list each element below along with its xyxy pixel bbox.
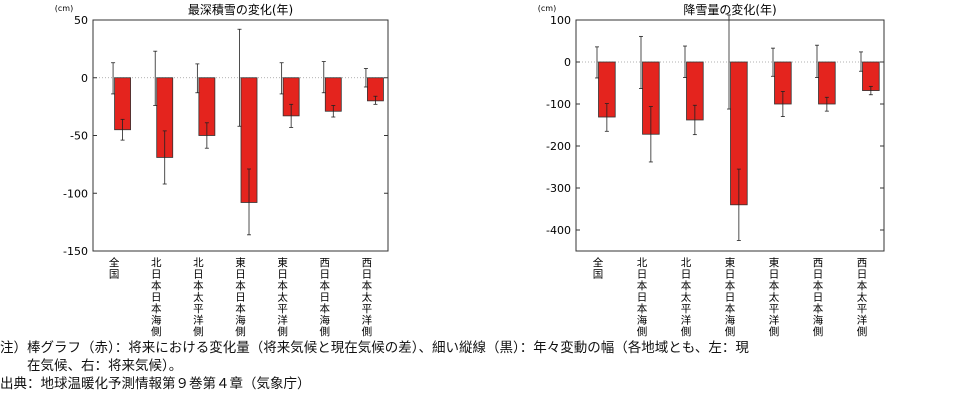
chart-2: 降雪量の変化(年) (cm)100 0 -100 -200 -300 -400 全国 北日本日本… [538, 2, 885, 338]
y-tick-label: 50 [74, 14, 88, 27]
category-label: 西日本日本海側 [320, 257, 331, 338]
category-label: 東日本日本海側 [235, 256, 246, 338]
source-line: 出典：地球温暖化予測情報第９巻第４章（気象庁） [0, 376, 311, 392]
category-label: 北日本日本海側 [637, 257, 648, 338]
y-tick-label: -150 [63, 245, 88, 258]
figure-notes: 注）棒グラフ（赤）：将来における変化量（将来気候と現在気候の差）、細い縦線（黒）… [0, 339, 956, 393]
chart-title: 降雪量の変化(年) [683, 2, 776, 17]
y-tick-label: -50 [70, 130, 88, 143]
y-unit-label: (cm) [538, 4, 556, 13]
y-tick-label: -200 [546, 140, 571, 153]
plot-frame [575, 19, 885, 252]
y-unit-label: (cm) [55, 4, 73, 13]
category-label: 北日本太平洋側 [193, 257, 204, 338]
category-label: 西日本太平洋側 [857, 257, 868, 338]
y-tick-label: 0 [564, 56, 571, 69]
chart-1: 最深積雪の変化(年) (cm)50 0 -50 -100 -150 全国 北日本日本海側 北日本… [55, 2, 389, 338]
category-label: 東日本太平洋側 [769, 256, 780, 338]
charts-area: 最深積雪の変化(年)(cm)500-50-100-150全国北日本日本海側北日本… [55, 2, 885, 338]
category-label: 西日本太平洋側 [362, 257, 373, 338]
y-tick-label: 100 [550, 14, 571, 27]
category-label: 全国 [593, 256, 604, 281]
note-line-2: 在気候、右：将来気候）。 [27, 358, 183, 374]
y-tick-label: -100 [546, 98, 571, 111]
category-label: 北日本太平洋側 [681, 257, 692, 338]
category-label: 西日本日本海側 [813, 257, 824, 338]
note-line-1: 注）棒グラフ（赤）：将来における変化量（将来気候と現在気候の差）、細い縦線（黒）… [0, 340, 749, 356]
category-label: 東日本日本海側 [725, 256, 736, 338]
category-label: 全国 [109, 256, 120, 281]
chart-title: 最深積雪の変化(年) [188, 2, 293, 17]
category-label: 北日本日本海側 [151, 257, 162, 338]
category-label: 東日本太平洋側 [277, 256, 288, 338]
y-tick-label: -300 [546, 182, 571, 195]
plot-frame [92, 19, 389, 252]
y-tick-label: -400 [546, 224, 571, 237]
y-tick-label: -100 [63, 187, 88, 200]
y-tick-label: 0 [81, 72, 88, 85]
